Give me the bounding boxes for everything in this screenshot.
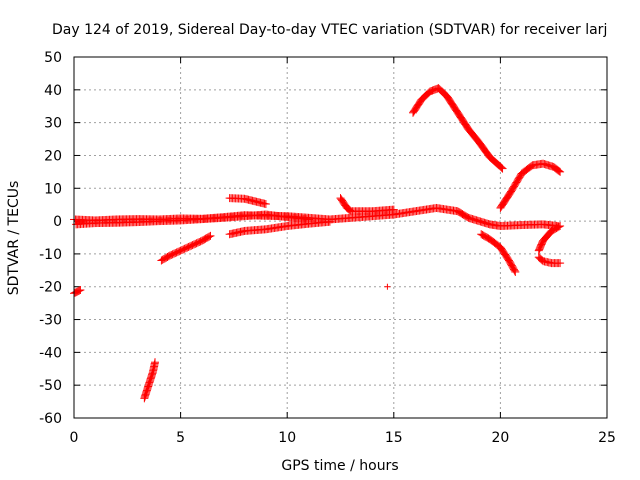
data-point [510, 266, 519, 275]
data-series [225, 217, 334, 239]
data-series [70, 286, 85, 298]
data-point [556, 259, 565, 268]
data-point [206, 231, 215, 240]
x-tick-label: 20 [491, 430, 509, 446]
x-tick-label: 5 [176, 430, 185, 446]
data-point [76, 286, 85, 295]
data-point [497, 163, 506, 172]
data-series [72, 210, 313, 229]
data-point [384, 283, 391, 290]
grid [74, 57, 607, 418]
data-point [72, 288, 81, 297]
data-point [205, 232, 214, 241]
data-point [511, 267, 520, 276]
data-series [140, 358, 160, 403]
y-tick-label: 10 [44, 181, 62, 197]
data-series [336, 194, 398, 216]
x-tick-label: 10 [278, 430, 296, 446]
y-tick-label: -50 [39, 378, 62, 394]
y-tick-label: 20 [44, 148, 62, 164]
data-series [225, 194, 270, 209]
chart-title: Day 124 of 2019, Sidereal Day-to-day VTE… [52, 22, 607, 38]
data-point [498, 164, 507, 173]
data-point [325, 217, 334, 226]
y-tick-label: -10 [39, 247, 62, 263]
y-axis-label: SDTVAR / TECUs [6, 181, 22, 296]
x-tick-label: 25 [598, 430, 616, 446]
data-series [384, 283, 391, 290]
data-point [74, 287, 83, 296]
x-axis-label: GPS time / hours [281, 458, 398, 474]
x-tick-label: 0 [70, 430, 79, 446]
y-tick-label: 50 [44, 50, 62, 66]
data-point [151, 358, 160, 367]
data-series [496, 159, 565, 212]
data-series [534, 222, 565, 255]
y-tick-label: -60 [39, 411, 62, 427]
y-tick-label: -40 [39, 345, 62, 361]
data-point [496, 162, 505, 171]
y-tick-label: 40 [44, 83, 62, 99]
data-point [71, 288, 80, 297]
data-series [477, 230, 520, 276]
plot-border [73, 56, 608, 419]
data-series [408, 84, 507, 173]
y-tick-label: 0 [53, 214, 62, 230]
data-point [555, 167, 564, 176]
data-points [70, 84, 565, 403]
data-point [75, 286, 84, 295]
data-point [261, 200, 270, 209]
data-point [389, 205, 398, 214]
y-tick-label: -20 [39, 280, 62, 296]
y-tick-label: -30 [39, 313, 62, 329]
axis-ticks: 0 5 10 15 20 25 -60 -50 -40 -30 -20 -10 0 10 20 30 40 50 [39, 50, 616, 446]
x-tick-label: 15 [385, 430, 403, 446]
data-series [534, 253, 565, 268]
data-point [556, 222, 565, 231]
data-series [157, 231, 215, 265]
data-point [553, 166, 562, 175]
y-tick-label: 30 [44, 116, 62, 132]
data-point [556, 167, 565, 176]
data-point [73, 287, 82, 296]
data-point [554, 222, 563, 231]
data-point [345, 205, 354, 214]
